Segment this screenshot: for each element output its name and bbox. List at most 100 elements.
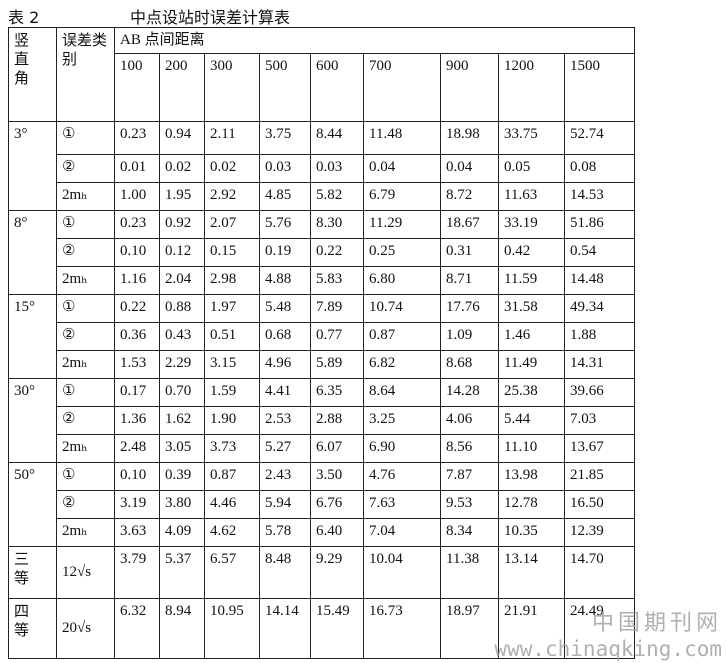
value-cell: 52.74 — [564, 121, 635, 155]
value-cell: 1.90 — [204, 406, 260, 435]
value-cell: 12.39 — [564, 518, 635, 547]
value-cell: 0.51 — [204, 322, 260, 351]
value-cell: 9.53 — [440, 490, 499, 519]
distance-column: 300 — [204, 53, 260, 122]
value-cell: 8.44 — [310, 121, 364, 155]
value-cell: 3.50 — [310, 462, 364, 491]
kind-cell: 20√s — [56, 598, 115, 659]
value-cell: 24.49 — [564, 598, 635, 659]
value-cell: 11.29 — [363, 210, 441, 239]
value-cell: 2.53 — [259, 406, 311, 435]
value-cell: 11.63 — [498, 182, 565, 211]
value-cell: 2.48 — [114, 434, 160, 463]
distance-column: 600 — [310, 53, 364, 122]
value-cell: 3.19 — [114, 490, 160, 519]
grade-cell: 四等 — [8, 598, 57, 659]
distance-column: 200 — [159, 53, 205, 122]
value-cell: 5.82 — [310, 182, 364, 211]
value-cell: 0.87 — [363, 322, 441, 351]
value-cell: 25.38 — [498, 378, 565, 407]
value-cell: 13.98 — [498, 462, 565, 491]
table-row: ② 0.36 0.43 0.51 0.68 0.77 0.87 1.09 1.46 1.88 — [9, 322, 635, 351]
distance-column: 700 — [363, 53, 441, 122]
table-row: 2mₕ 1.53 2.29 3.15 4.96 5.89 6.82 8.68 11.49 14.3… — [9, 350, 635, 379]
value-cell: 8.68 — [440, 350, 499, 379]
value-cell: 0.15 — [204, 238, 260, 267]
value-cell: 3.63 — [114, 518, 160, 547]
kind-cell: ① — [56, 210, 115, 239]
value-cell: 11.48 — [363, 121, 441, 155]
value-cell: 4.41 — [259, 378, 311, 407]
value-cell: 6.82 — [363, 350, 441, 379]
table-row: 2mₕ 2.48 3.05 3.73 5.27 6.07 6.90 8.56 11.10 13.6… — [9, 434, 635, 463]
value-cell: 8.72 — [440, 182, 499, 211]
value-cell: 4.09 — [159, 518, 205, 547]
value-cell: 33.19 — [498, 210, 565, 239]
value-cell: 5.27 — [259, 434, 311, 463]
value-cell: 21.91 — [498, 598, 565, 659]
value-cell: 1.00 — [114, 182, 160, 211]
value-cell: 5.44 — [498, 406, 565, 435]
kind-cell: 2mₕ — [56, 434, 115, 463]
value-cell: 0.17 — [114, 378, 160, 407]
value-cell: 14.70 — [564, 546, 635, 599]
value-cell: 1.53 — [114, 350, 160, 379]
angle-cell: 8° — [8, 210, 57, 295]
distance-header: AB 点间距离 — [114, 27, 635, 54]
value-cell: 4.06 — [440, 406, 499, 435]
value-cell: 0.42 — [498, 238, 565, 267]
angle-header: 竖直角 — [8, 27, 57, 122]
value-cell: 3.75 — [259, 121, 311, 155]
value-cell: 4.46 — [204, 490, 260, 519]
value-cell: 18.98 — [440, 121, 499, 155]
watermark-url: www.chinaqking.com — [494, 637, 722, 661]
value-cell: 11.59 — [498, 266, 565, 295]
table-row: 三等 12√s 3.79 5.37 6.57 8.48 9.29 10.04 11.38 13.1… — [8, 546, 635, 599]
value-cell: 11.10 — [498, 434, 565, 463]
value-cell: 0.10 — [114, 462, 160, 491]
value-cell: 6.80 — [363, 266, 441, 295]
value-cell: 7.63 — [363, 490, 441, 519]
value-cell: 0.25 — [363, 238, 441, 267]
table-title: 中点设站时误差计算表 — [130, 8, 291, 27]
table-row: 15° ① 0.22 0.88 1.97 5.48 7.89 10.74 17.76 31.58 4… — [8, 294, 635, 379]
value-cell: 0.87 — [204, 462, 260, 491]
value-cell: 6.40 — [310, 518, 364, 547]
table-row: 竖直角 误差类别 AB 点间距离 — [8, 27, 635, 122]
value-cell: 3.73 — [204, 434, 260, 463]
value-cell: 0.39 — [159, 462, 205, 491]
value-cell: 0.94 — [159, 121, 205, 155]
table-row: 2mₕ 1.00 1.95 2.92 4.85 5.82 6.79 8.72 11.63 14.5… — [9, 182, 635, 211]
table-row: 四等 20√s 6.32 8.94 10.95 14.14 15.49 16.73 18.97 2… — [8, 598, 635, 659]
value-cell: 11.49 — [498, 350, 565, 379]
angle-cell: 50° — [8, 462, 57, 547]
angle-cell: 15° — [8, 294, 57, 379]
value-cell: 1.36 — [114, 406, 160, 435]
value-cell: 39.66 — [564, 378, 635, 407]
value-cell: 0.23 — [114, 210, 160, 239]
value-cell: 16.73 — [363, 598, 441, 659]
value-cell: 8.34 — [440, 518, 499, 547]
table-row: 8° ① 0.23 0.92 2.07 5.76 8.30 11.29 18.67 33.19 51… — [8, 210, 635, 295]
value-cell: 21.85 — [564, 462, 635, 491]
value-cell: 0.68 — [259, 322, 311, 351]
angle-cell: 30° — [8, 378, 57, 463]
value-cell: 2.11 — [204, 121, 260, 155]
watermark: 中国期刊网 www.chinaqking.com — [494, 605, 722, 661]
value-cell: 6.35 — [310, 378, 364, 407]
kind-cell: ① — [56, 378, 115, 407]
value-cell: 2.88 — [310, 406, 364, 435]
value-cell: 7.03 — [564, 406, 635, 435]
watermark-name: 中国期刊网 — [591, 611, 722, 636]
value-cell: 5.78 — [259, 518, 311, 547]
kind-cell: ② — [56, 490, 115, 519]
value-cell: 6.79 — [363, 182, 441, 211]
value-cell: 4.96 — [259, 350, 311, 379]
value-cell: 10.95 — [204, 598, 260, 659]
value-cell: 0.05 — [498, 154, 565, 183]
table-row: ② 1.36 1.62 1.90 2.53 2.88 3.25 4.06 5.44 7.03 — [9, 406, 635, 435]
value-cell: 5.37 — [159, 546, 205, 599]
value-cell: 1.95 — [159, 182, 205, 211]
value-cell: 0.23 — [114, 121, 160, 155]
kind-cell: ② — [56, 322, 115, 351]
